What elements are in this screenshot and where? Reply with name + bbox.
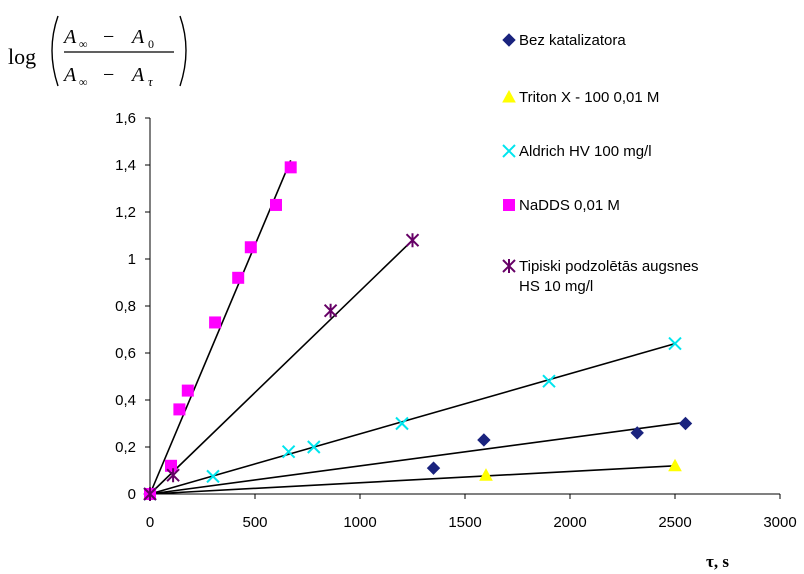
x-tick-label: 2500 bbox=[658, 514, 691, 531]
data-point-series-0 bbox=[477, 433, 491, 447]
data-point-series-3 bbox=[270, 198, 282, 211]
legend-label-series-4: Tipiski podzolētās augsnes bbox=[519, 258, 699, 275]
data-point-series-0 bbox=[426, 461, 441, 475]
formula-right-paren bbox=[179, 15, 187, 87]
data-point-series-2 bbox=[668, 336, 682, 351]
data-point-series-0 bbox=[678, 416, 693, 431]
legend-marker-series-2 bbox=[502, 144, 516, 158]
data-point-series-3 bbox=[244, 241, 257, 254]
data-point-series-3 bbox=[173, 403, 186, 416]
formula-log: log bbox=[8, 44, 36, 69]
formula-num-a: A bbox=[62, 26, 77, 48]
data-point-series-2 bbox=[542, 374, 556, 388]
data-point-series-4 bbox=[323, 303, 338, 318]
data-point-series-3 bbox=[284, 161, 297, 174]
x-tick-label: 500 bbox=[242, 514, 267, 531]
y-tick-label: 1 bbox=[128, 251, 136, 268]
data-point-series-2 bbox=[206, 469, 220, 484]
legend-marker-series-4 bbox=[502, 259, 516, 273]
formula-den-a: A bbox=[62, 64, 77, 86]
data-point-series-3 bbox=[232, 271, 245, 284]
y-tick-label: 0,8 bbox=[115, 298, 136, 315]
legend-marker-series-1 bbox=[502, 89, 516, 103]
legend-label-series-3: NaDDS 0,01 M bbox=[519, 197, 620, 214]
data-point-series-1 bbox=[668, 458, 682, 472]
formula-left-paren bbox=[51, 15, 59, 87]
fit-line-series-1 bbox=[149, 465, 676, 495]
data-point-series-4 bbox=[166, 468, 180, 483]
legend-marker-series-0 bbox=[502, 33, 516, 47]
formula-den-b-sub: τ bbox=[148, 74, 154, 89]
x-tick-label: 1000 bbox=[343, 514, 376, 531]
data-point-series-2 bbox=[281, 444, 296, 459]
legend-label-series-0: Bez katalizatora bbox=[519, 32, 626, 49]
y-tick-label: 0 bbox=[128, 486, 136, 503]
y-tick-label: 1,2 bbox=[115, 204, 136, 221]
formula-num-a-sub: ∞ bbox=[79, 37, 88, 51]
formula-num-minus: − bbox=[103, 26, 114, 48]
y-tick-label: 1,6 bbox=[115, 110, 136, 127]
y-tick-label: 0,6 bbox=[115, 345, 136, 362]
formula-num-b-sub: 0 bbox=[148, 37, 154, 51]
y-tick-label: 0,4 bbox=[115, 392, 136, 409]
legend: Bez katalizatora Triton X - 100 0,01 M Ald… bbox=[502, 32, 699, 295]
x-tick-label: 1500 bbox=[448, 514, 481, 531]
data-point-series-4 bbox=[143, 487, 157, 501]
x-tick-label: 3000 bbox=[763, 514, 796, 531]
legend-label-series-1: Triton X - 100 0,01 M bbox=[519, 89, 659, 106]
data-point-series-0 bbox=[630, 426, 644, 440]
axes: 0 500 1000 1500 2000 2500 3000 0 0,2 0,4 0,6 0,8 1 1,… bbox=[115, 110, 797, 531]
data-markers bbox=[143, 161, 693, 501]
data-point-series-2 bbox=[307, 440, 321, 454]
data-point-series-3 bbox=[209, 316, 222, 329]
data-point-series-4 bbox=[405, 233, 420, 248]
formula-den-a-sub: ∞ bbox=[79, 75, 88, 89]
legend-marker-series-3 bbox=[503, 199, 515, 211]
fit-line-series-0 bbox=[149, 421, 686, 495]
fit-line-series-4 bbox=[149, 239, 414, 495]
data-point-series-3 bbox=[181, 384, 194, 397]
legend-label-series-2: Aldrich HV 100 mg/l bbox=[519, 143, 652, 160]
formula-num-b: A bbox=[130, 26, 145, 48]
data-point-series-2 bbox=[395, 416, 409, 431]
formula-den-b: A bbox=[130, 64, 145, 86]
x-axis-label: τ, s bbox=[706, 552, 729, 571]
formula-den-minus: − bbox=[103, 64, 114, 86]
y-tick-label: 1,4 bbox=[115, 157, 136, 174]
legend-label-series-4: HS 10 mg/l bbox=[519, 278, 593, 295]
data-point-series-1 bbox=[479, 468, 493, 481]
fit-line-series-2 bbox=[149, 342, 676, 495]
x-tick-label: 2000 bbox=[553, 514, 586, 531]
y-tick-label: 0,2 bbox=[115, 439, 136, 456]
x-tick-label: 0 bbox=[146, 514, 154, 531]
y-axis-label-formula: log A ∞ − A 0 A ∞ − A τ bbox=[8, 15, 187, 89]
